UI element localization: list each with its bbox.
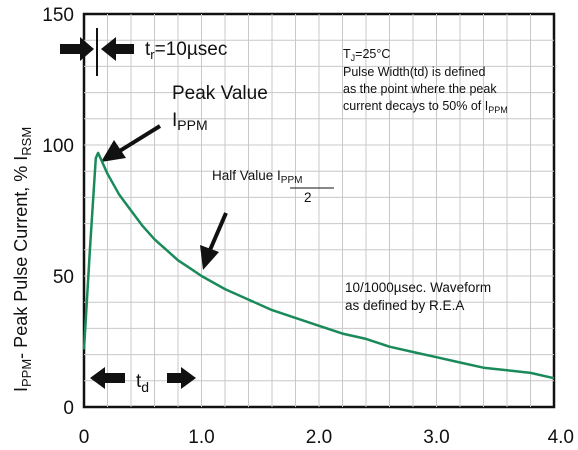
conditions-line1: TJ=25°C xyxy=(343,47,390,63)
y-tick-label: 100 xyxy=(42,136,74,157)
conditions-line2: Pulse Width(td) is defined xyxy=(343,65,485,79)
x-tick-label: 2.0 xyxy=(306,427,332,448)
td-arrow-left xyxy=(90,367,125,389)
conditions-line4: current decays to 50% of IPPM xyxy=(343,99,508,115)
td-marker: td xyxy=(90,367,196,395)
half-value-denominator: 2 xyxy=(304,190,312,205)
conditions-note: TJ=25°C Pulse Width(td) is defined as th… xyxy=(343,47,508,115)
rise-time-label: tr=10µsec xyxy=(145,39,227,62)
half-value-text: Half Value IPPM xyxy=(212,168,302,186)
y-tick-label: 50 xyxy=(53,267,74,288)
rise-arrow-right xyxy=(101,37,134,61)
peak-arrow-shaft xyxy=(116,124,162,154)
x-tick-label: 0 xyxy=(79,427,90,448)
waveform-note: 10/1000µsec. Waveform as defined by R.E.… xyxy=(345,280,491,313)
peak-value-annotation: Peak Value IPPM xyxy=(101,83,268,162)
td-label: td xyxy=(136,371,149,395)
half-arrow-head xyxy=(200,245,219,270)
half-arrow-shaft xyxy=(208,212,228,251)
rise-arrow-left xyxy=(60,37,94,61)
conditions-line3: as the point where the peak xyxy=(343,82,497,96)
y-tick-label: 150 xyxy=(42,5,74,26)
grid xyxy=(84,14,554,407)
peak-value-text: Peak Value xyxy=(172,83,268,104)
waveform-line1: 10/1000µsec. Waveform xyxy=(345,280,491,295)
rise-time-marker: tr=10µsec xyxy=(60,28,227,76)
series-layer xyxy=(82,151,555,380)
half-value-annotation: Half Value IPPM 2 xyxy=(200,168,334,270)
y-tick-label: 0 xyxy=(63,398,74,419)
waveform-line2: as defined by R.E.A xyxy=(345,298,464,313)
x-tick-label: 1.0 xyxy=(188,427,214,448)
td-arrow-right xyxy=(167,367,196,389)
x-tick-label: 4.0 xyxy=(548,427,574,448)
peak-arrow-head xyxy=(101,140,126,162)
peak-value-ippm: IPPM xyxy=(172,110,208,133)
x-tick-label: 3.0 xyxy=(423,427,449,448)
current-waveform-line xyxy=(82,151,555,380)
y-axis-label: IPPM- Peak Pulse Current, % IRSM xyxy=(11,127,34,392)
tick-labels: 0 1.0 2.0 3.0 4.0 0 50 100 150 xyxy=(42,5,574,448)
